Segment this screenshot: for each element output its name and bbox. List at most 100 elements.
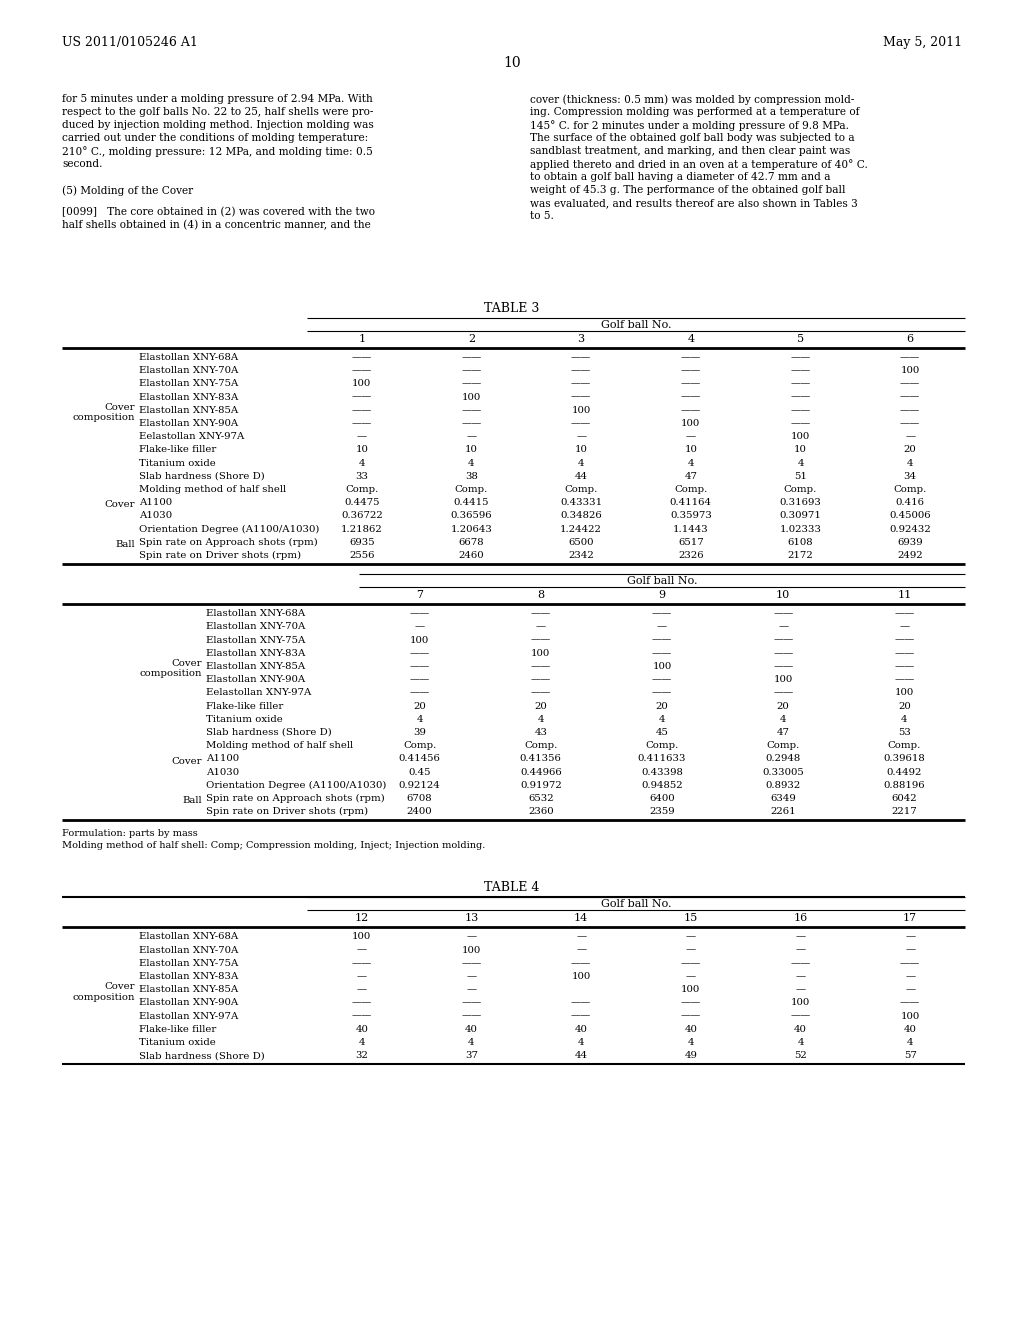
Text: Elastollan XNY-75A: Elastollan XNY-75A xyxy=(206,636,305,644)
Text: ——: —— xyxy=(791,352,811,362)
Text: Elastollan XNY-68A: Elastollan XNY-68A xyxy=(206,610,305,618)
Text: Spin rate on Driver shots (rpm): Spin rate on Driver shots (rpm) xyxy=(139,550,301,560)
Text: Comp.: Comp. xyxy=(888,742,921,750)
Text: 1.24422: 1.24422 xyxy=(560,524,602,533)
Text: Spin rate on Approach shots (rpm): Spin rate on Approach shots (rpm) xyxy=(139,537,317,546)
Text: 44: 44 xyxy=(574,471,588,480)
Text: ——: —— xyxy=(462,352,481,362)
Text: Titanium oxide: Titanium oxide xyxy=(206,715,283,723)
Text: 100: 100 xyxy=(773,676,793,684)
Text: Elastollan XNY-68A: Elastollan XNY-68A xyxy=(139,352,239,362)
Text: Flake-like filler: Flake-like filler xyxy=(139,445,216,454)
Text: ——: —— xyxy=(791,1011,811,1020)
Text: 11: 11 xyxy=(897,590,911,601)
Text: ——: —— xyxy=(351,418,372,428)
Text: Comp.: Comp. xyxy=(524,742,557,750)
Text: half shells obtained in (4) in a concentric manner, and the: half shells obtained in (4) in a concent… xyxy=(62,220,371,231)
Text: 2: 2 xyxy=(468,334,475,345)
Text: Flake-like filler: Flake-like filler xyxy=(206,702,284,710)
Text: Comp.: Comp. xyxy=(894,484,927,494)
Text: 20: 20 xyxy=(414,702,426,710)
Text: ——: —— xyxy=(462,958,481,968)
Text: A1030: A1030 xyxy=(139,511,172,520)
Text: Golf ball No.: Golf ball No. xyxy=(601,319,672,330)
Text: Elastollan XNY-83A: Elastollan XNY-83A xyxy=(139,972,239,981)
Text: 4: 4 xyxy=(687,458,694,467)
Text: 1.02333: 1.02333 xyxy=(779,524,821,533)
Text: Titanium oxide: Titanium oxide xyxy=(139,1038,216,1047)
Text: 10: 10 xyxy=(684,445,697,454)
Text: 0.43398: 0.43398 xyxy=(641,768,683,776)
Text: 7: 7 xyxy=(416,590,423,601)
Text: Golf ball No.: Golf ball No. xyxy=(601,899,672,909)
Text: 0.41456: 0.41456 xyxy=(398,755,440,763)
Text: 52: 52 xyxy=(795,1051,807,1060)
Text: —: — xyxy=(467,972,476,981)
Text: 20: 20 xyxy=(904,445,916,454)
Text: 4: 4 xyxy=(901,715,907,723)
Text: ——: —— xyxy=(652,689,672,697)
Text: 12: 12 xyxy=(354,913,369,924)
Text: 10: 10 xyxy=(776,590,791,601)
Text: Orientation Degree (A1100/A1030): Orientation Degree (A1100/A1030) xyxy=(206,781,386,789)
Text: ——: —— xyxy=(652,610,672,618)
Text: second.: second. xyxy=(62,158,102,169)
Text: ——: —— xyxy=(462,418,481,428)
Text: 1.21862: 1.21862 xyxy=(341,524,383,533)
Text: —: — xyxy=(905,432,915,441)
Text: ——: —— xyxy=(900,405,921,414)
Text: —: — xyxy=(415,623,425,631)
Text: —: — xyxy=(796,932,806,941)
Text: Elastollan XNY-83A: Elastollan XNY-83A xyxy=(206,649,305,657)
Text: 4: 4 xyxy=(798,458,804,467)
Text: —: — xyxy=(686,432,696,441)
Text: 2460: 2460 xyxy=(459,550,484,560)
Text: ——: —— xyxy=(462,379,481,388)
Text: 45: 45 xyxy=(655,729,669,737)
Text: Cover
composition: Cover composition xyxy=(139,659,202,678)
Text: 6708: 6708 xyxy=(407,795,432,803)
Text: 6042: 6042 xyxy=(892,795,918,803)
Text: —: — xyxy=(905,932,915,941)
Text: 53: 53 xyxy=(898,729,910,737)
Text: Slab hardness (Shore D): Slab hardness (Shore D) xyxy=(206,729,332,737)
Text: Elastollan XNY-85A: Elastollan XNY-85A xyxy=(206,663,305,671)
Text: —: — xyxy=(778,623,788,631)
Text: A1030: A1030 xyxy=(206,768,240,776)
Text: —: — xyxy=(577,932,586,941)
Text: ——: —— xyxy=(530,610,551,618)
Text: 20: 20 xyxy=(898,702,910,710)
Text: ——: —— xyxy=(571,392,591,401)
Text: 210° C., molding pressure: 12 MPa, and molding time: 0.5: 210° C., molding pressure: 12 MPa, and m… xyxy=(62,147,373,157)
Text: 4: 4 xyxy=(907,458,913,467)
Text: 47: 47 xyxy=(776,729,790,737)
Text: ——: —— xyxy=(773,663,794,671)
Text: 0.31693: 0.31693 xyxy=(779,498,821,507)
Text: ——: —— xyxy=(681,958,701,968)
Text: ——: —— xyxy=(571,352,591,362)
Text: 0.8932: 0.8932 xyxy=(766,781,801,789)
Text: 4: 4 xyxy=(687,334,694,345)
Text: 100: 100 xyxy=(895,689,914,697)
Text: —: — xyxy=(577,432,586,441)
Text: 4: 4 xyxy=(468,458,475,467)
Text: 100: 100 xyxy=(462,392,481,401)
Text: ——: —— xyxy=(652,676,672,684)
Text: 2492: 2492 xyxy=(897,550,923,560)
Text: cover (thickness: 0.5 mm) was molded by compression mold-: cover (thickness: 0.5 mm) was molded by … xyxy=(530,94,854,104)
Text: —: — xyxy=(356,432,367,441)
Text: 0.41356: 0.41356 xyxy=(520,755,562,763)
Text: ——: —— xyxy=(351,958,372,968)
Text: 100: 100 xyxy=(410,636,429,644)
Text: —: — xyxy=(899,623,909,631)
Text: ——: —— xyxy=(894,663,914,671)
Text: 6532: 6532 xyxy=(528,795,554,803)
Text: 0.44966: 0.44966 xyxy=(520,768,562,776)
Text: Elastollan XNY-70A: Elastollan XNY-70A xyxy=(139,945,239,954)
Text: 0.94852: 0.94852 xyxy=(641,781,683,789)
Text: 2342: 2342 xyxy=(568,550,594,560)
Text: 0.4492: 0.4492 xyxy=(887,768,922,776)
Text: 0.45: 0.45 xyxy=(409,768,431,776)
Text: 6678: 6678 xyxy=(459,537,484,546)
Text: Cover: Cover xyxy=(171,756,202,766)
